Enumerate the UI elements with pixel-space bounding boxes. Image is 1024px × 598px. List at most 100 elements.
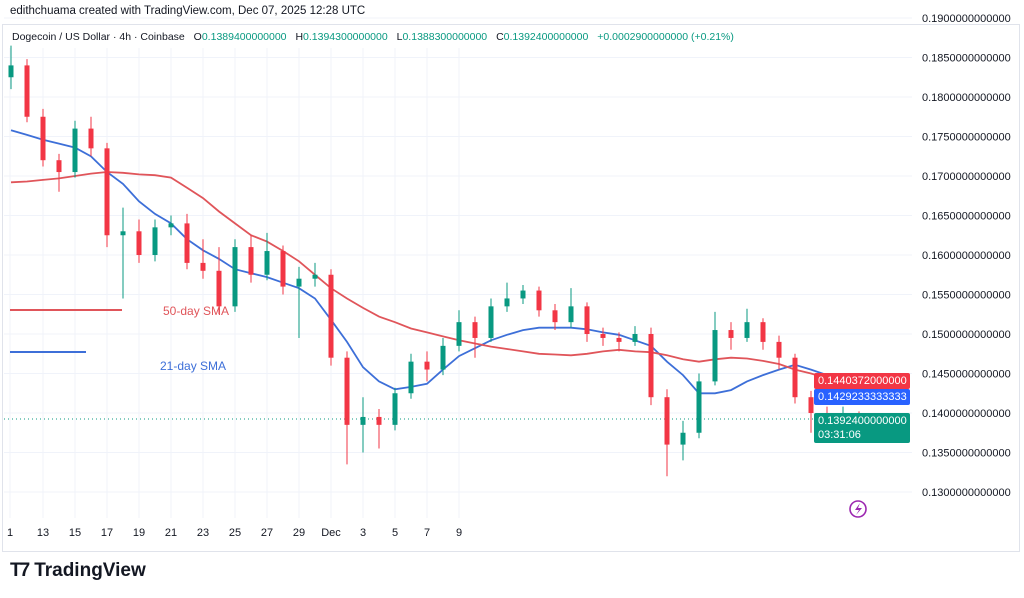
candle-body <box>696 381 702 433</box>
candle <box>568 288 574 328</box>
x-tick-label: 5 <box>392 527 398 539</box>
candle-body <box>744 322 750 338</box>
candle-body <box>808 397 814 413</box>
candle <box>616 332 622 352</box>
candle <box>72 120 78 178</box>
candle <box>184 213 190 270</box>
candle <box>40 108 46 167</box>
candle-body <box>472 322 478 338</box>
x-tick-label: 25 <box>229 527 241 539</box>
y-tick-label: 0.1300000000000 <box>922 487 1011 499</box>
candle <box>536 286 542 317</box>
chart-frame <box>2 24 1020 552</box>
candle <box>584 302 590 342</box>
candle <box>552 303 558 331</box>
candle <box>328 269 334 366</box>
candle <box>8 45 14 90</box>
y-tick-label: 0.1650000000000 <box>922 211 1011 223</box>
candle-body <box>456 322 462 346</box>
candles <box>8 45 862 477</box>
x-tick-label: Dec <box>321 527 341 539</box>
candle <box>104 142 110 248</box>
candle <box>408 353 414 399</box>
x-tick-label: 29 <box>293 527 305 539</box>
candle <box>88 116 94 157</box>
candle-body <box>168 223 174 228</box>
candle <box>632 326 638 346</box>
candle-body <box>536 290 542 311</box>
y-tick-label: 0.1900000000000 <box>922 13 1011 25</box>
sma50-line <box>10 171 859 383</box>
candle <box>664 389 670 477</box>
x-tick-label: 23 <box>197 527 209 539</box>
candle-body <box>520 290 526 299</box>
candle-body <box>392 393 398 425</box>
y-tick-label: 0.1450000000000 <box>922 369 1011 381</box>
sma21-line <box>10 129 860 395</box>
x-tick-label: 9 <box>456 527 462 539</box>
candle <box>776 335 782 370</box>
candle-body <box>632 334 638 342</box>
close-value: 0.1392400000000 <box>503 31 589 43</box>
candle-body <box>360 416 366 425</box>
candle <box>728 322 734 350</box>
price-axis: 0.1900000000000 0.1850000000000 0.18000000… <box>922 13 1011 499</box>
candle <box>152 219 158 262</box>
candle-body <box>344 357 350 425</box>
y-tick-label: 0.1750000000000 <box>922 132 1011 144</box>
moving-averages <box>10 129 860 395</box>
x-tick-label: 15 <box>69 527 81 539</box>
candle-body <box>296 278 302 287</box>
candle <box>680 420 686 461</box>
last-price-label: 0.1392400000000 03:31:06 <box>814 413 910 443</box>
candle <box>248 235 254 283</box>
candle <box>712 311 718 386</box>
x-tick-label: 17 <box>101 527 113 539</box>
candle <box>392 387 398 431</box>
lightning-icon[interactable] <box>849 500 867 518</box>
candle-body <box>616 337 622 342</box>
candle-body <box>104 148 110 236</box>
change-value: +0.0002900000000 (+0.21%) <box>597 31 734 43</box>
candle <box>216 247 222 315</box>
candle-body <box>152 227 158 255</box>
candle-body <box>264 251 270 275</box>
candle-body <box>584 306 590 334</box>
x-tick-label: 3 <box>360 527 366 539</box>
candle-body <box>760 322 766 342</box>
candle <box>344 351 350 465</box>
x-tick-label: 19 <box>133 527 145 539</box>
tradingview-logo[interactable]: T7 TradingView <box>10 560 146 581</box>
sma21-price-label: 0.1429233333333 <box>814 389 910 406</box>
candle <box>200 239 206 279</box>
candle-body <box>440 345 446 370</box>
candle <box>504 282 510 312</box>
candle <box>424 351 430 382</box>
candle-body <box>376 416 382 425</box>
y-tick-label: 0.1700000000000 <box>922 171 1011 183</box>
candle <box>600 327 606 346</box>
candle-body <box>648 334 654 398</box>
candle-body <box>728 330 734 338</box>
x-tick-label: 13 <box>37 527 49 539</box>
x-tick-label: 27 <box>261 527 273 539</box>
candle <box>744 308 750 342</box>
candle <box>136 219 142 263</box>
x-tick-label: 1 <box>7 527 13 539</box>
candle-body <box>56 160 62 173</box>
candle <box>296 266 302 338</box>
candle-body <box>424 361 430 370</box>
symbol-legend: Dogecoin / US Dollar · 4h · Coinbase O0.… <box>12 31 734 43</box>
candle <box>24 59 30 123</box>
candle <box>488 298 494 342</box>
candle-body <box>24 65 30 117</box>
candle-body <box>184 223 190 263</box>
candle <box>648 327 654 406</box>
candle-body <box>328 274 334 358</box>
candle <box>760 318 766 350</box>
candle <box>168 215 174 236</box>
candle <box>232 239 238 312</box>
candle-body <box>712 330 718 382</box>
symbol-title: Dogecoin / US Dollar · 4h · Coinbase <box>12 31 185 43</box>
